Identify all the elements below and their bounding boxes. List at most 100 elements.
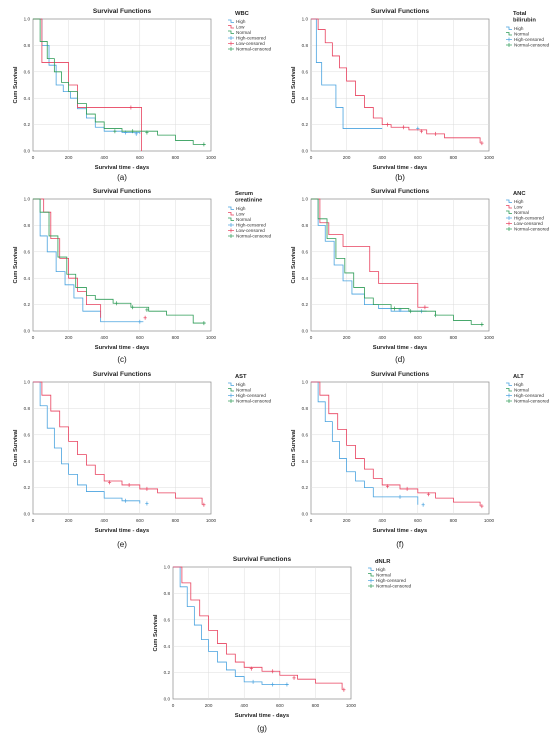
x-tick-label: 800 — [450, 155, 458, 160]
y-tick-label: 1.0 — [24, 380, 31, 385]
panel-caption: (d) — [395, 355, 405, 364]
legend-item: Normal-censored — [236, 399, 272, 404]
y-tick-label: 0.2 — [302, 485, 309, 490]
x-axis-label: Survival time - days — [95, 165, 149, 171]
legend-item: Normal-censored — [376, 584, 412, 589]
y-tick-label: 0.6 — [302, 249, 309, 254]
y-tick-label: 0.2 — [164, 670, 171, 675]
legend-item: Normal-censored — [236, 47, 272, 52]
legend-item: High — [514, 199, 524, 204]
legend-item: High-censored — [514, 216, 544, 221]
x-tick-label: 600 — [136, 335, 144, 340]
legend: Total bilirubin HighNormalHigh-censoredNor… — [506, 11, 550, 48]
y-axis-label: Cum Survival — [291, 66, 297, 103]
panel-caption: (f) — [396, 540, 404, 549]
x-tick-label: 400 — [100, 518, 108, 523]
y-tick-label: 0.6 — [302, 432, 309, 437]
y-axis-label: Cum Survival — [13, 429, 19, 466]
x-axis-label: Survival time - days — [235, 713, 289, 719]
x-tick-label: 200 — [65, 155, 73, 160]
y-tick-label: 0.2 — [24, 485, 31, 490]
panel-f: Survival Functions0 200 400 600 800 10000.00.… — [291, 371, 550, 534]
legend-item: Normal-censored — [514, 399, 550, 404]
legend-title: ALT — [513, 374, 524, 380]
legend-item: High — [514, 26, 524, 31]
x-tick-label: 400 — [100, 155, 108, 160]
panel-c: Survival Functions0 200 400 600 800 10000.00.… — [13, 188, 272, 351]
x-tick-label: 400 — [378, 155, 386, 160]
legend-item: Low — [236, 25, 245, 30]
legend-item: Normal-censored — [514, 227, 550, 232]
panel-a: Survival Functions 0 200 400 600 800 1000 0.0 0.… — [13, 8, 272, 171]
chart-title: Survival Functions — [233, 556, 292, 563]
legend-swatch — [228, 213, 234, 216]
legend-swatch — [506, 200, 512, 203]
legend-item: Normal — [376, 573, 391, 578]
y-tick-label: 0.0 — [164, 697, 171, 702]
x-tick-label: 0 — [32, 155, 35, 160]
y-axis-label: Cum Survival — [13, 66, 19, 103]
legend-item: High-censored — [514, 37, 544, 42]
y-tick-label: 0.4 — [302, 96, 309, 101]
y-tick-label: 0.0 — [24, 149, 31, 154]
x-tick-label: 800 — [172, 335, 180, 340]
y-tick-label: 0.6 — [24, 69, 31, 74]
y-tick-label: 0.0 — [24, 329, 31, 334]
y-tick-label: 1.0 — [302, 17, 309, 22]
chart-title: Survival Functions — [371, 8, 430, 15]
y-tick-label: 0.2 — [302, 302, 309, 307]
x-tick-label: 1000 — [206, 518, 217, 523]
x-tick-label: 600 — [136, 155, 144, 160]
y-tick-label: 0.8 — [24, 43, 31, 48]
legend-item: Normal — [236, 388, 251, 393]
y-tick-label: 0.4 — [164, 644, 171, 649]
legend-item: High — [376, 567, 386, 572]
x-tick-label: 1000 — [484, 335, 495, 340]
legend-swatch — [506, 383, 512, 386]
legend-item: High-censored — [236, 36, 266, 41]
legend-swatch — [506, 27, 512, 30]
y-tick-label: 0.4 — [24, 276, 31, 281]
x-axis-label: Survival time - days — [95, 528, 149, 534]
x-tick-label: 400 — [378, 335, 386, 340]
x-tick-label: 1000 — [346, 703, 357, 708]
x-tick-label: 600 — [276, 703, 284, 708]
legend-swatch — [228, 389, 234, 392]
legend-item: Low-censored — [236, 228, 265, 233]
legend: ANC HighLowNormalHigh-censoredLow-censore… — [506, 191, 550, 232]
legend-swatch — [368, 574, 374, 577]
panel-caption: (g) — [257, 724, 267, 733]
x-tick-label: 400 — [100, 335, 108, 340]
x-tick-label: 0 — [310, 335, 313, 340]
legend-item: Normal — [236, 30, 251, 35]
y-tick-label: 0.4 — [24, 96, 31, 101]
legend-swatch — [506, 206, 512, 209]
y-tick-label: 0.8 — [302, 406, 309, 411]
plot-area — [311, 382, 489, 514]
panel-caption: (e) — [117, 540, 127, 549]
panel-caption: (b) — [395, 173, 405, 182]
y-tick-label: 0.8 — [24, 223, 31, 228]
x-tick-label: 600 — [414, 335, 422, 340]
legend-item: Normal-censored — [514, 43, 550, 48]
x-tick-label: 800 — [172, 518, 180, 523]
panel-g: Survival Functions 0 200 400 600 800 1000 0.0 0.… — [153, 556, 412, 719]
legend-item: High — [236, 382, 246, 387]
x-tick-label: 200 — [65, 335, 73, 340]
legend-item: High — [236, 206, 246, 211]
y-tick-label: 0.8 — [302, 43, 309, 48]
legend-item: High-censored — [236, 223, 266, 228]
legend-swatch — [228, 218, 234, 221]
panel-e: Survival Functions0 200 400 600 800 10000.00.… — [13, 371, 272, 534]
y-tick-label: 0.0 — [302, 149, 309, 154]
legend-swatch — [228, 31, 234, 34]
legend-title: AST — [235, 374, 247, 380]
plot-area — [311, 19, 489, 151]
x-tick-label: 200 — [343, 518, 351, 523]
x-tick-label: 1000 — [206, 155, 217, 160]
y-tick-label: 1.0 — [24, 17, 31, 22]
legend-swatch — [506, 33, 512, 36]
legend-title: ANC — [513, 191, 526, 197]
y-tick-label: 0.6 — [164, 617, 171, 622]
x-tick-label: 200 — [343, 335, 351, 340]
